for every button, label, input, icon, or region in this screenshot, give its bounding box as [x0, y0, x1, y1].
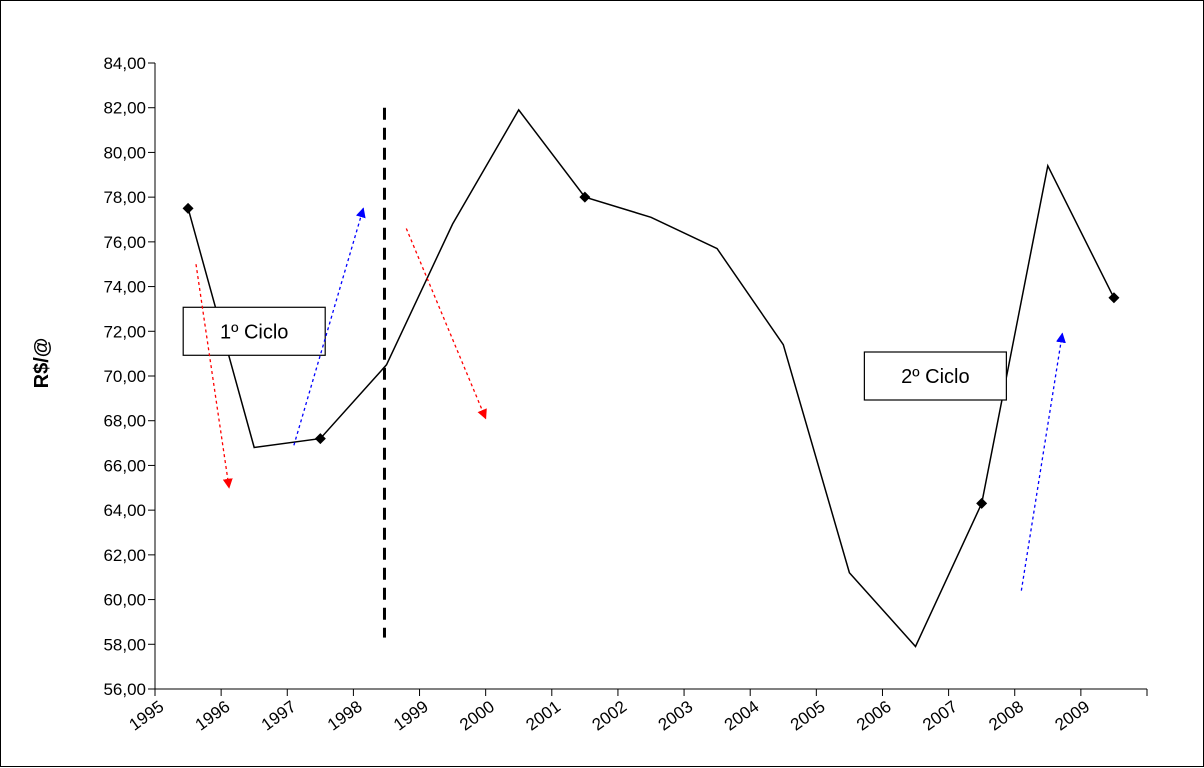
y-axis: 56,00 58,00 60,00 62,00 64,00 66,00 68,00 70,00… — [103, 54, 156, 699]
x-tick-label: 2001 — [522, 697, 564, 735]
y-tick-label: 56,00 — [103, 680, 146, 699]
trend-arrow — [293, 207, 366, 446]
cycle-label-text: 2º Ciclo — [901, 366, 969, 388]
y-tick-label: 72,00 — [103, 322, 146, 341]
y-tick-label: 68,00 — [103, 412, 146, 431]
y-tick-label: 62,00 — [103, 546, 146, 565]
x-tick-label: 2000 — [456, 697, 498, 735]
series-line — [187, 108, 1115, 648]
cycle-label-box — [863, 351, 1007, 401]
cycle-label-text: 1º Ciclo — [220, 321, 288, 343]
x-tick-label: 2008 — [985, 697, 1027, 735]
trend-arrow — [405, 228, 487, 420]
annotation-layer: 1º Ciclo 2º Ciclo — [182, 107, 1066, 638]
y-tick-label: 84,00 — [103, 54, 146, 73]
x-tick-label: 2003 — [655, 697, 697, 735]
data-point-marker — [182, 202, 194, 214]
x-tick-label: 2007 — [919, 697, 961, 735]
x-tick-label: 2005 — [787, 697, 829, 735]
data-point-marker — [976, 497, 988, 509]
data-point-marker — [314, 433, 326, 445]
x-tick-label: 2002 — [589, 697, 631, 735]
y-tick-label: 74,00 — [103, 278, 146, 297]
x-tick-label: 2006 — [853, 697, 895, 735]
x-tick-label: 1997 — [258, 697, 300, 735]
y-tick-label: 58,00 — [103, 635, 146, 654]
trend-arrow — [195, 264, 233, 489]
x-axis: 1995 1996 1997 1998 1999 2000 2001 2002 2003 2004… — [126, 688, 1148, 735]
x-tick-label: 2009 — [1051, 697, 1093, 735]
y-axis-title: R$/@ — [31, 338, 53, 389]
y-tick-label: 64,00 — [103, 501, 146, 520]
x-tick-label: 2004 — [721, 697, 763, 735]
y-tick-label: 66,00 — [103, 456, 146, 475]
series-layer — [182, 108, 1120, 648]
x-tick-label: 1995 — [126, 697, 168, 735]
data-point-marker — [1108, 292, 1120, 304]
y-tick-label: 80,00 — [103, 143, 146, 162]
x-tick-label: 1999 — [390, 697, 432, 735]
y-tick-label: 82,00 — [103, 99, 146, 118]
y-tick-label: 60,00 — [103, 591, 146, 610]
x-tick-label: 1996 — [192, 697, 234, 735]
y-tick-label: 76,00 — [103, 233, 146, 252]
trend-arrow — [1020, 332, 1066, 591]
y-tick-label: 70,00 — [103, 367, 146, 386]
y-tick-label: 78,00 — [103, 188, 146, 207]
cycle-label-box — [182, 306, 326, 356]
x-tick-label: 1998 — [324, 697, 366, 735]
data-point-marker — [579, 191, 591, 203]
